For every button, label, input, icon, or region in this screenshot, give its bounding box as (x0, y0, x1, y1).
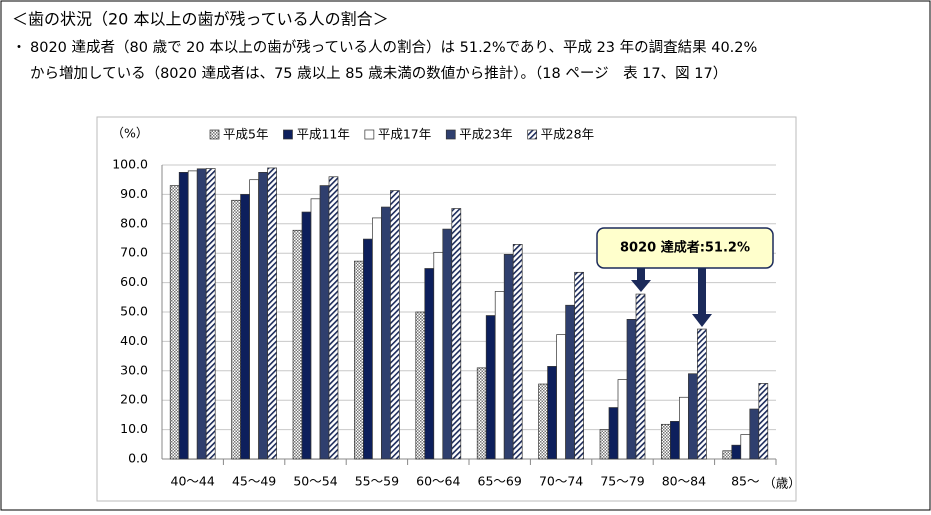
bar (485, 315, 496, 460)
bar (599, 429, 610, 460)
x-tick-label: 40〜44 (171, 474, 215, 489)
bar (354, 260, 364, 460)
bar (187, 170, 198, 460)
bar (758, 383, 769, 460)
legend-swatch (364, 129, 375, 140)
bar (688, 373, 698, 460)
bar (565, 304, 575, 460)
y-tick-label: 90.0 (120, 186, 148, 201)
bar (178, 172, 189, 460)
arrow (698, 268, 706, 314)
legend-swatch (445, 129, 456, 140)
bar (381, 206, 391, 460)
bar (635, 293, 646, 460)
x-tick-label: 60〜64 (416, 474, 460, 489)
legend-swatch (283, 129, 293, 140)
x-tick-label: 45〜49 (232, 474, 276, 489)
bar (267, 167, 277, 460)
bar (476, 367, 487, 460)
y-tick-label: 70.0 (120, 245, 148, 260)
x-axis-label: （歳） (763, 476, 801, 491)
x-tick-label: 50〜54 (293, 474, 337, 489)
bar (249, 179, 259, 460)
bar (231, 199, 241, 460)
bar (679, 396, 689, 460)
bar (415, 311, 426, 460)
bar (372, 217, 382, 460)
bar (512, 244, 523, 460)
legend-label: 平成5年 (223, 127, 268, 142)
bar (670, 421, 680, 460)
y-axis-label: （%） (112, 126, 149, 141)
bullet: ・ (12, 40, 26, 56)
y-tick-label: 20.0 (120, 392, 148, 407)
bar (390, 190, 400, 460)
bar (740, 434, 751, 460)
arrow (631, 280, 651, 292)
y-tick-label: 40.0 (120, 333, 148, 348)
bar (538, 383, 548, 460)
y-tick-label: 30.0 (120, 362, 148, 377)
y-tick-label: 80.0 (120, 215, 148, 230)
doc-line: 8020 達成者（80 歳で 20 本以上の歯が残っている人の割合）は 51.2… (30, 39, 757, 56)
arrow (637, 268, 645, 280)
y-tick-label: 0.0 (128, 451, 148, 466)
callout-text: 8020 達成者:51.2% (620, 240, 750, 256)
legend-label: 平成23年 (459, 127, 512, 142)
legend-swatch (527, 129, 538, 140)
bar (205, 168, 216, 460)
bar (503, 254, 514, 460)
bar (574, 271, 584, 460)
x-tick-label: 65〜69 (478, 474, 522, 489)
bar (494, 291, 505, 460)
bar (319, 185, 330, 460)
bar (301, 211, 312, 460)
bar (196, 168, 207, 460)
bar (731, 444, 742, 460)
bar (310, 198, 321, 460)
bar (722, 450, 733, 460)
bar (451, 208, 462, 460)
bar (363, 238, 373, 460)
callout: 8020 達成者:51.2% (596, 227, 774, 327)
bar (661, 423, 671, 460)
bar (617, 379, 628, 460)
bar (169, 185, 180, 460)
bar (556, 334, 566, 460)
chart: 0.0 10.0 20.0 30.0 40.0 50.0 60.0 70.0 80.0 90.0 1… (112, 126, 801, 491)
bar (240, 194, 250, 460)
x-tick-label: 75〜79 (600, 474, 644, 489)
callout-box (596, 227, 774, 269)
bar (258, 172, 268, 460)
arrow (692, 314, 712, 327)
bar (608, 407, 619, 460)
y-tick-label: 50.0 (120, 304, 148, 319)
x-tick-label: 80〜84 (662, 474, 706, 489)
bar (626, 319, 637, 460)
x-tick-label: 85〜 (731, 474, 759, 489)
legend-swatch (209, 129, 220, 140)
legend-label: 平成17年 (378, 127, 431, 142)
bar (292, 229, 303, 460)
x-tick-label: 55〜59 (355, 474, 399, 489)
y-tick-label: 10.0 (120, 421, 148, 436)
doc-title: ＜歯の状況（20 本以上の歯が残っている人の割合＞ (12, 10, 389, 29)
chart-frame (96, 116, 797, 502)
bar (433, 251, 444, 460)
bar (697, 328, 707, 460)
bar (442, 228, 453, 460)
x-tick-label: 70〜74 (539, 474, 583, 489)
legend-label: 平成11年 (296, 127, 349, 142)
bar (547, 366, 557, 460)
legend-label: 平成28年 (541, 127, 594, 142)
y-tick-label: 100.0 (112, 157, 148, 172)
bar (328, 176, 339, 460)
bar (749, 408, 760, 460)
doc-line: から増加している（8020 達成者は、75 歳以上 85 歳未満の数値から推計）… (30, 65, 727, 82)
bar (424, 268, 435, 460)
y-tick-label: 60.0 (120, 274, 148, 289)
